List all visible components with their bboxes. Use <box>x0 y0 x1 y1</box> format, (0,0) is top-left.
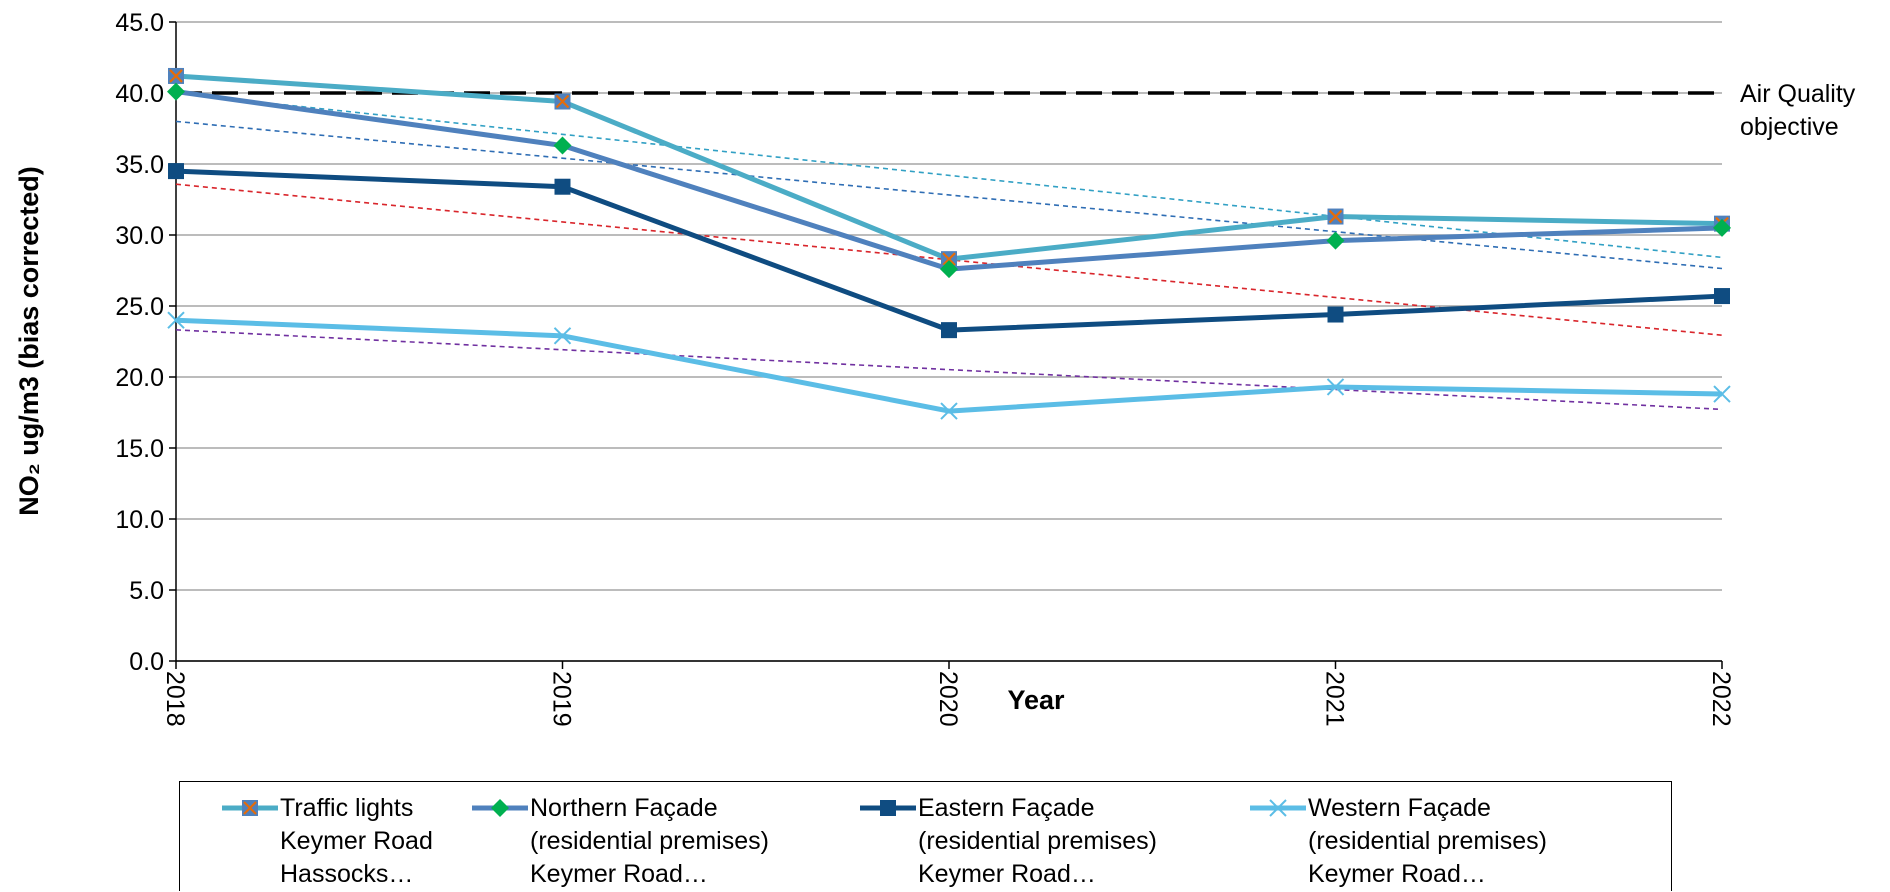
x-tick-label: 2021 <box>1321 671 1349 727</box>
marker <box>1327 306 1344 323</box>
marker-shape <box>491 799 509 817</box>
marker-shape <box>1713 385 1731 403</box>
legend-label: Western Façade (residential premises) Ke… <box>1308 794 1547 888</box>
series-line <box>175 73 1723 262</box>
y-tick-label: 10.0 <box>115 506 164 534</box>
y-tick-label: 5.0 <box>129 577 164 605</box>
marker <box>1713 385 1731 403</box>
x-tick-label: 2022 <box>1707 671 1735 727</box>
legend-label: Eastern Façade (residential premises) Ke… <box>918 794 1157 888</box>
marker-shape <box>1713 218 1731 237</box>
legend-item: Traffic lights Keymer Road Hassocks… <box>220 792 465 891</box>
marker <box>1326 378 1345 396</box>
legend-item: Northern Façade (residential premises) K… <box>470 792 820 891</box>
y-tick-label: 15.0 <box>115 435 164 463</box>
y-tick-label: 40.0 <box>115 80 164 108</box>
objective-label: Air Quality <box>1740 80 1856 108</box>
trendline <box>175 329 1723 411</box>
marker <box>167 82 185 101</box>
marker-shape <box>880 800 896 816</box>
marker <box>1326 231 1345 250</box>
marker-shape <box>1327 306 1344 323</box>
legend-swatch <box>860 800 916 816</box>
y-axis-label: NO₂ ug/m3 (bias corrected) <box>14 166 44 516</box>
objective-label: objective <box>1740 113 1839 141</box>
x-tick-label: 2019 <box>548 671 576 727</box>
marker-shape <box>1326 231 1345 250</box>
marker-shape <box>1714 288 1730 305</box>
legend-label: Traffic lights Keymer Road Hassocks… <box>280 794 433 888</box>
marker <box>941 322 957 339</box>
y-tick-label: 35.0 <box>115 151 164 179</box>
marker <box>553 327 572 345</box>
marker-shape <box>555 94 570 109</box>
x-axis-label: Year <box>1007 685 1065 715</box>
marker <box>491 799 509 817</box>
marker-shape <box>940 260 958 279</box>
marker-shape <box>167 311 185 329</box>
chart: Year NO₂ ug/m3 (bias corrected) 0.0 5.0 10… <box>14 9 1856 727</box>
marker-shape <box>169 69 183 83</box>
marker-shape <box>168 163 184 180</box>
marker-shape <box>1269 799 1287 817</box>
x-tick-label: 2018 <box>161 671 189 727</box>
marker-shape <box>942 252 956 266</box>
y-tick-label: 0.0 <box>129 648 164 676</box>
marker <box>880 800 896 816</box>
legend: Traffic lights Keymer Road Hassocks… Nort… <box>179 781 1672 891</box>
marker-shape <box>1326 378 1345 396</box>
marker <box>940 402 958 420</box>
marker <box>553 136 572 155</box>
marker <box>168 163 184 180</box>
legend-item: Western Façade (residential premises) Ke… <box>1248 792 1598 891</box>
marker-shape <box>553 136 572 155</box>
marker <box>168 67 184 84</box>
legend-label: Northern Façade (residential premises) K… <box>530 794 769 888</box>
marker <box>554 93 571 110</box>
legend-swatch <box>1250 799 1306 817</box>
marker <box>242 800 258 816</box>
marker <box>941 251 957 268</box>
y-tick-label: 20.0 <box>115 364 164 392</box>
marker <box>554 178 571 195</box>
y-tick-label: 25.0 <box>115 293 164 321</box>
marker-shape <box>167 82 185 101</box>
marker-shape <box>941 322 957 339</box>
marker-shape <box>1328 209 1343 224</box>
y-tick-label: 45.0 <box>115 9 164 37</box>
marker <box>1713 218 1731 237</box>
marker <box>1327 208 1344 225</box>
legend-swatch <box>222 800 278 816</box>
marker-shape <box>940 402 958 420</box>
marker <box>940 260 958 279</box>
marker <box>1714 288 1730 305</box>
trendline <box>175 92 1723 259</box>
trendline <box>175 120 1723 270</box>
legend-item: Eastern Façade (residential premises) Ke… <box>858 792 1208 891</box>
marker <box>1269 799 1287 817</box>
x-tick-label: 2020 <box>934 671 962 727</box>
marker-shape <box>243 801 257 815</box>
y-tick-label: 30.0 <box>115 222 164 250</box>
marker <box>167 311 185 329</box>
legend-swatch <box>472 799 528 817</box>
marker-shape <box>553 327 572 345</box>
marker-shape <box>554 178 571 195</box>
